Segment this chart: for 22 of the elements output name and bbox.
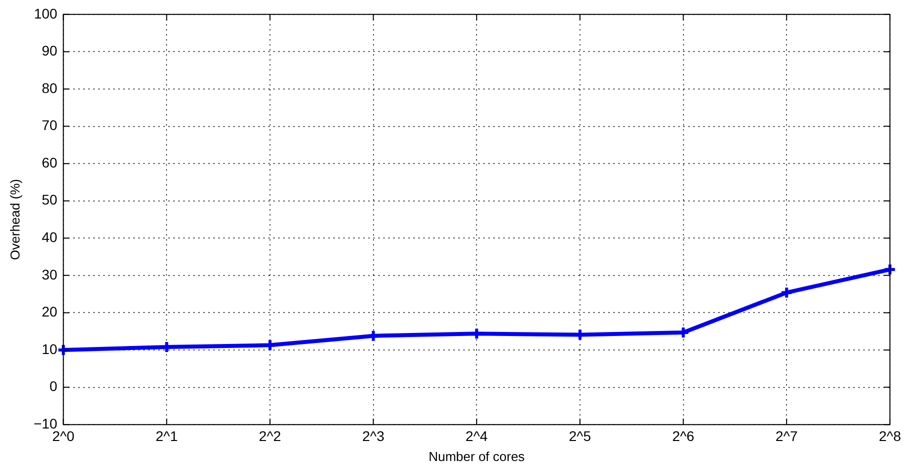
- y-tick-label: 60: [42, 154, 58, 170]
- y-tick-label: 30: [42, 266, 58, 282]
- x-tick-label: 2^2: [258, 428, 282, 444]
- x-tick-label: 2^4: [466, 428, 488, 444]
- y-tick-label: 40: [42, 229, 58, 246]
- y-tick-label: 20: [42, 304, 58, 320]
- x-tick-label: 2^3: [362, 428, 385, 444]
- y-tick-label: 70: [42, 117, 58, 134]
- x-tick-label: 2^1: [156, 428, 178, 444]
- x-tick-label: 2^5: [568, 428, 592, 444]
- x-tick-label: 2^6: [672, 428, 695, 444]
- y-tick-label: 80: [42, 80, 58, 96]
- y-tick-label: 0: [50, 378, 58, 394]
- x-tick-label: 2^8: [878, 428, 902, 444]
- y-tick-label: 10: [42, 340, 58, 357]
- x-tick-label: 2^7: [776, 428, 798, 444]
- point: [780, 286, 794, 300]
- x-axis-title: Number of cores: [428, 448, 526, 464]
- y-axis-title: Overhead (%): [7, 179, 22, 260]
- y-tick-label: 90: [42, 42, 58, 59]
- y-tick-label: 50: [42, 192, 58, 208]
- y-tick-label: 100: [34, 5, 58, 22]
